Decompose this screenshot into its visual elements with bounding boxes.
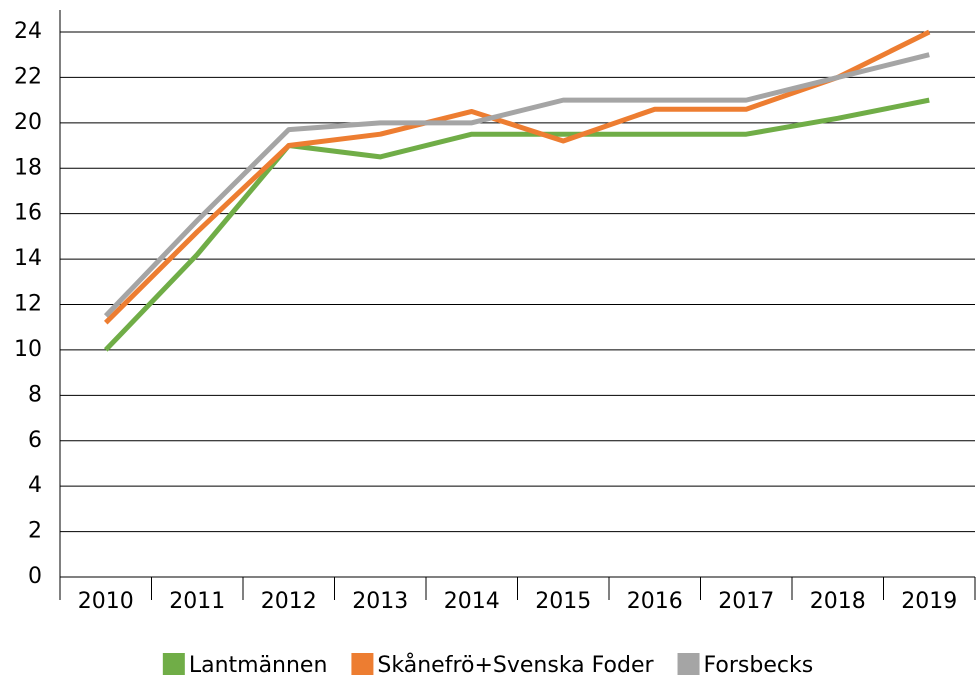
x-tick-label: 2015 <box>535 589 591 614</box>
x-tick-label: 2010 <box>78 589 134 614</box>
x-tick-label: 2016 <box>627 589 683 614</box>
y-tick-label: 14 <box>14 246 42 271</box>
x-tick-label: 2014 <box>444 589 500 614</box>
legend-swatch <box>351 653 374 675</box>
legend-label: Lantmännen <box>189 653 328 678</box>
line-series <box>103 52 930 318</box>
x-tick-label: 2011 <box>169 589 225 614</box>
legend-swatch <box>677 653 700 675</box>
y-tick-label: 6 <box>28 428 42 453</box>
y-tick-label: 16 <box>14 201 42 226</box>
y-tick-label: 20 <box>14 110 42 135</box>
y-tick-label: 8 <box>28 382 42 407</box>
legend-label: Forsbecks <box>704 653 814 678</box>
x-tick-label: 2012 <box>261 589 317 614</box>
y-tick-label: 2 <box>28 519 42 544</box>
y-tick-label: 12 <box>14 292 42 317</box>
y-tick-label: 10 <box>14 337 42 362</box>
x-tick-label: 2013 <box>352 589 408 614</box>
x-tick-label: 2018 <box>810 589 866 614</box>
legend-label: Skånefrö+Svenska Foder <box>377 652 654 678</box>
line-series <box>103 29 931 325</box>
y-tick-label: 18 <box>14 155 42 180</box>
legend: Lantmännen Skånefrö+Svenska Foder Forsbeck… <box>162 652 814 678</box>
y-tick-label: 22 <box>14 64 42 89</box>
x-tick-label: 2019 <box>901 589 957 614</box>
y-tick-label: 24 <box>14 19 42 44</box>
x-tick-label: 2017 <box>718 589 774 614</box>
y-tick-label: 4 <box>28 473 42 498</box>
legend-swatch <box>162 653 185 675</box>
line-series <box>103 97 930 352</box>
y-tick-label: 0 <box>28 564 42 589</box>
